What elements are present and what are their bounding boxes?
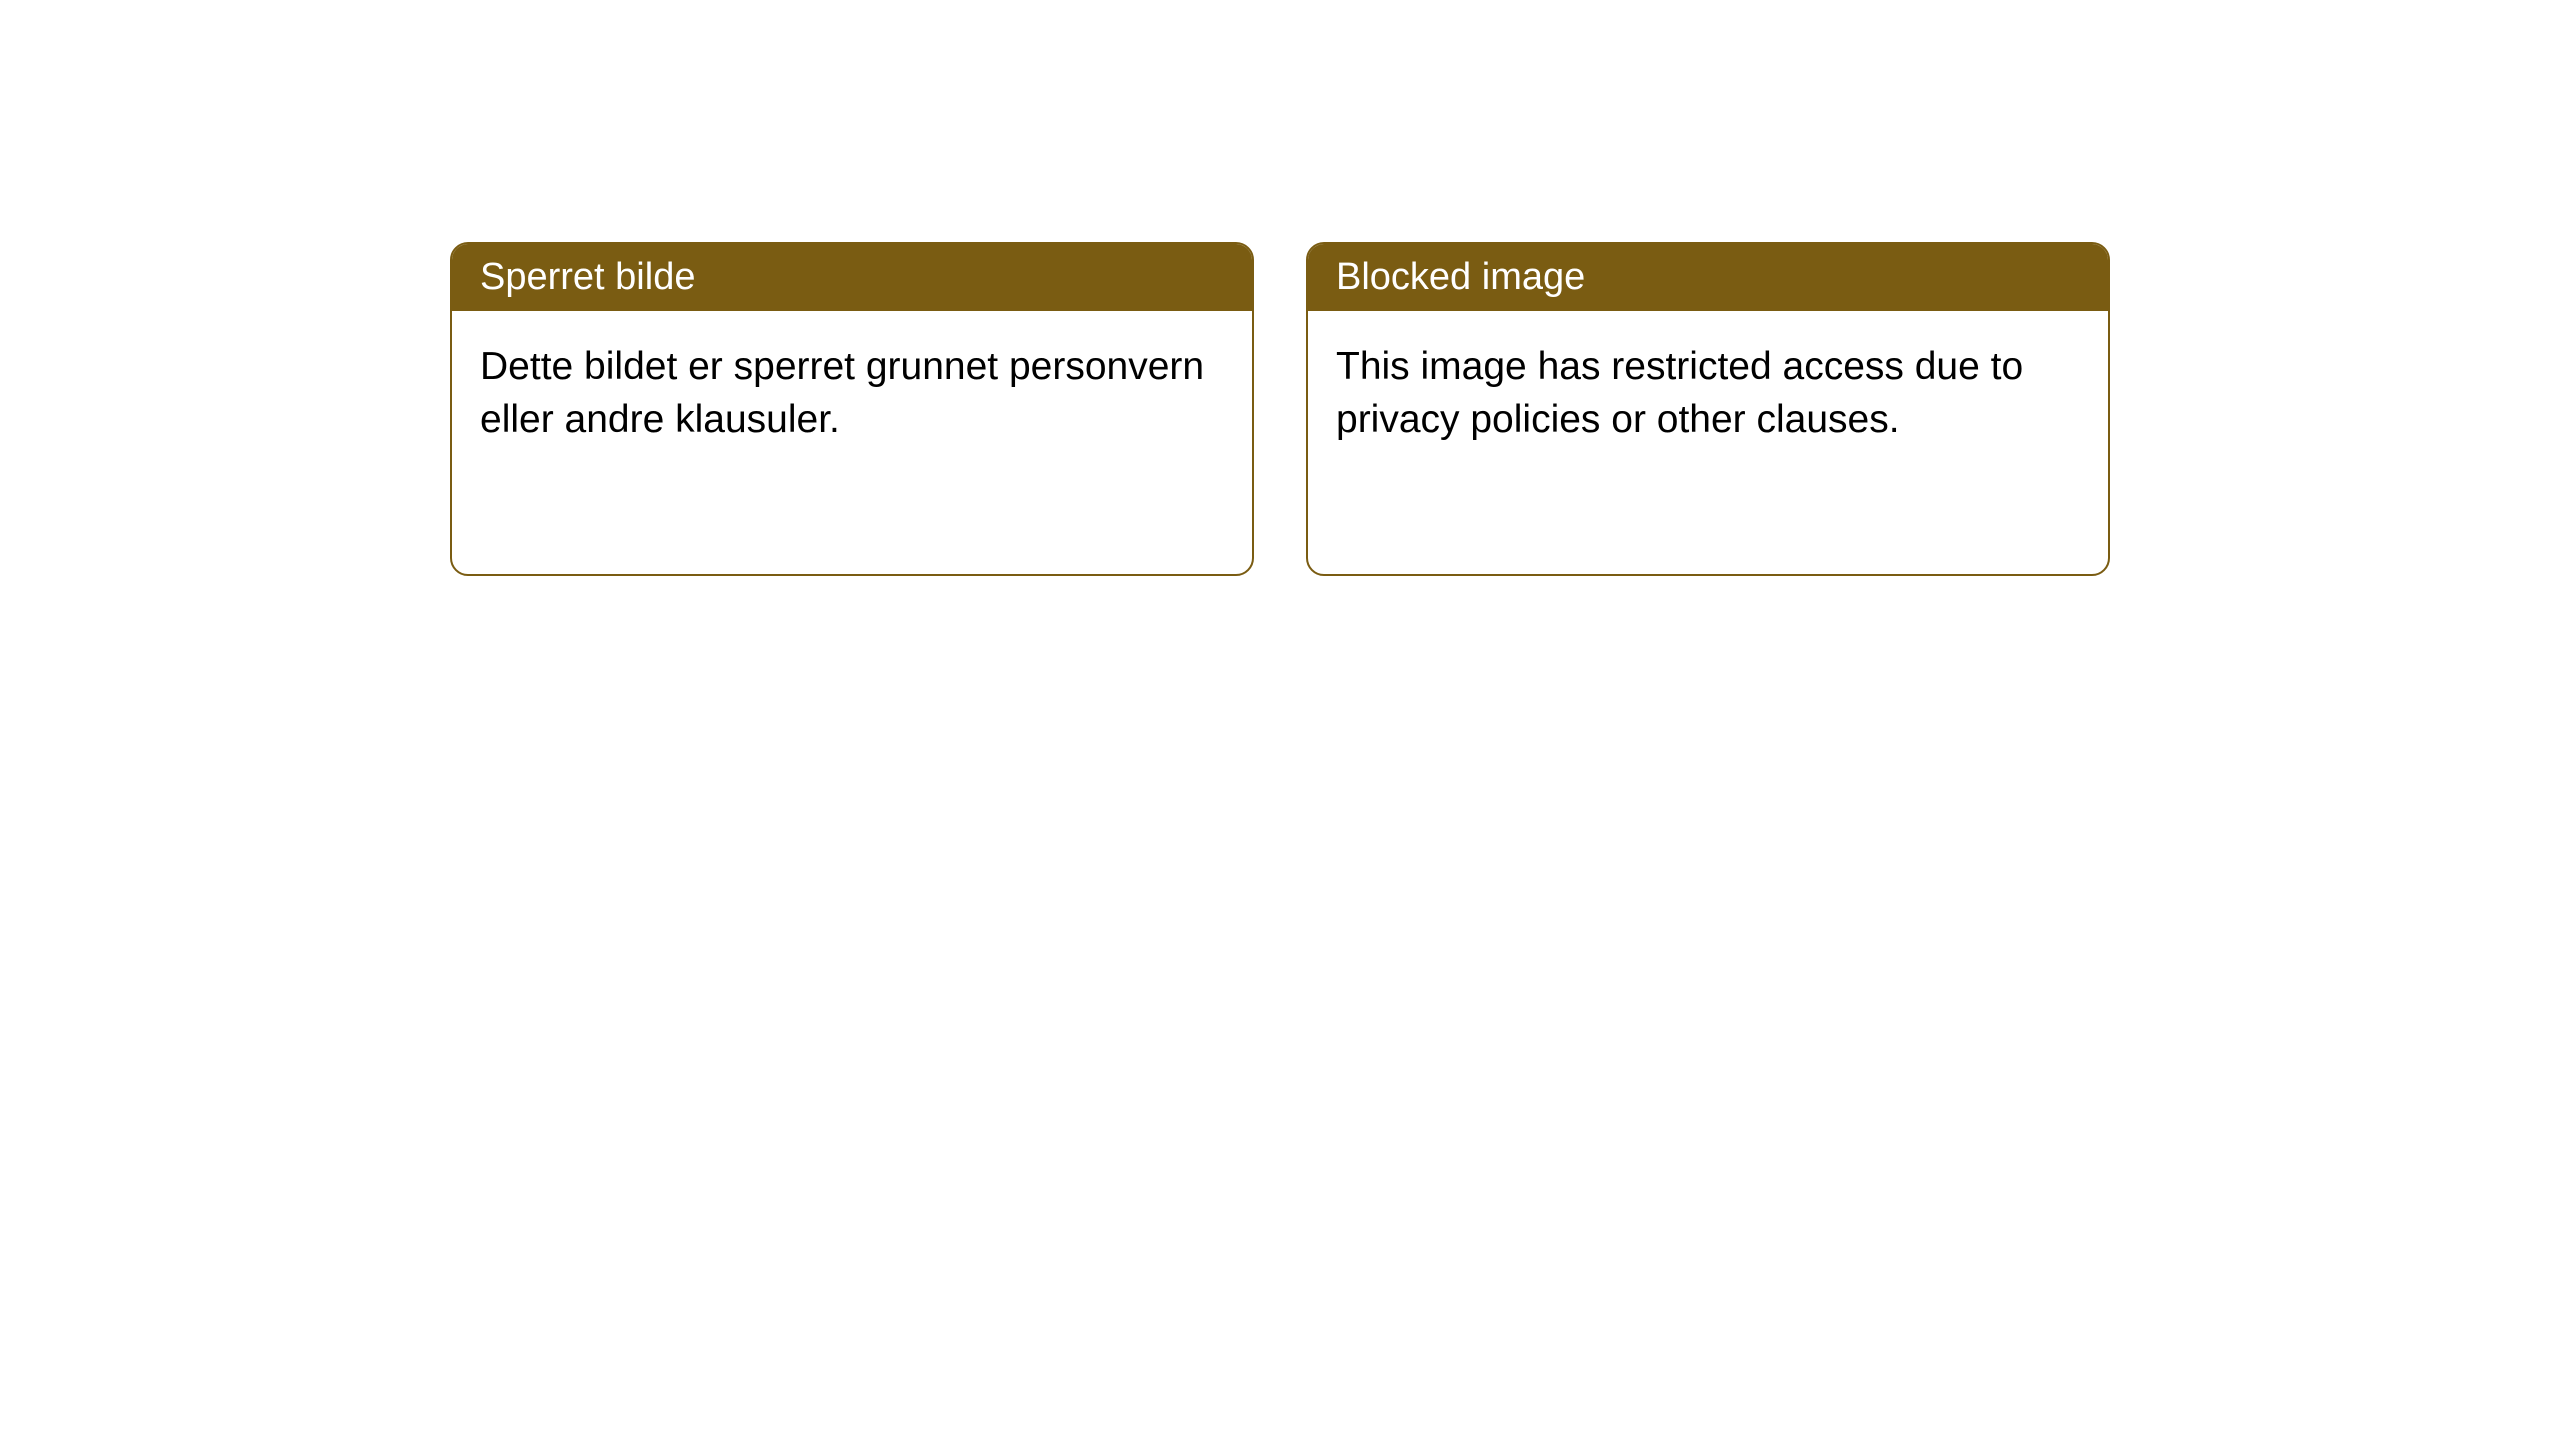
notice-card-norwegian: Sperret bilde Dette bildet er sperret gr… <box>450 242 1254 576</box>
card-title: Sperret bilde <box>480 256 695 298</box>
card-body-text: Dette bildet er sperret grunnet personve… <box>480 345 1204 441</box>
notice-card-english: Blocked image This image has restricted … <box>1306 242 2110 576</box>
card-body-text: This image has restricted access due to … <box>1336 345 2023 441</box>
card-body: This image has restricted access due to … <box>1308 311 2108 476</box>
card-title: Blocked image <box>1336 256 1585 298</box>
card-header: Blocked image <box>1308 244 2108 311</box>
notice-cards-container: Sperret bilde Dette bildet er sperret gr… <box>450 242 2110 576</box>
card-body: Dette bildet er sperret grunnet personve… <box>452 311 1252 476</box>
card-header: Sperret bilde <box>452 244 1252 311</box>
